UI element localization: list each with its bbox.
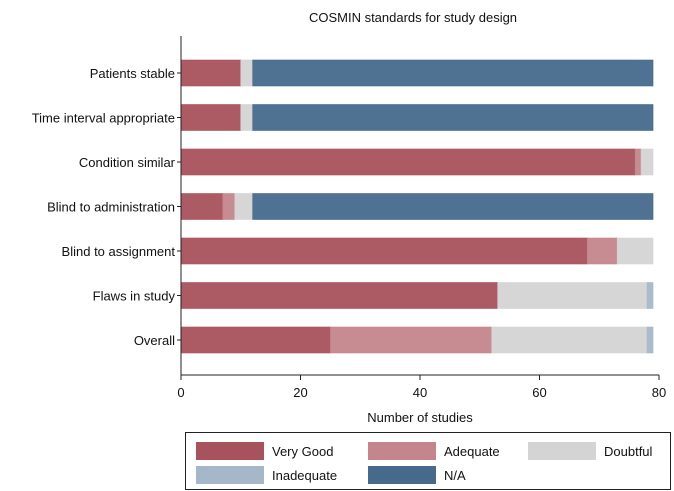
bar-segment-adequate [222, 193, 236, 220]
category-labels: Patients stable Time interval appropriate… [32, 66, 181, 348]
bar-segment-adequate [634, 148, 642, 176]
x-axis-ticks: 0 20 40 60 80 [177, 375, 666, 400]
bar-segment-very-good [180, 193, 224, 220]
bar-segment-very-good [180, 59, 242, 87]
category-label: Blind to administration [47, 200, 175, 215]
bar-segment-very-good [180, 148, 636, 176]
bar-segment-very-good [180, 282, 498, 309]
legend-swatch [368, 442, 436, 460]
bar-segment-very-good [180, 326, 331, 354]
legend-label: Very Good [272, 443, 334, 459]
legend-swatch [528, 442, 596, 460]
bar-segment-adequate [330, 326, 492, 354]
category-label: Time interval appropriate [32, 111, 175, 126]
bars-group [180, 59, 654, 354]
legend-label: N/A [444, 467, 466, 483]
legend-item-very-good: Very Good [196, 441, 333, 461]
category-label: Patients stable [90, 66, 175, 81]
bar-segment-doubtful [497, 282, 648, 309]
bar-segment-inadequate [646, 282, 654, 309]
bar-segment-very-good [180, 237, 588, 265]
x-axis-title: Number of studies [367, 410, 473, 425]
bar-segment-n-a [252, 193, 654, 220]
x-tick-label: 80 [652, 385, 666, 400]
category-label: Condition similar [79, 155, 176, 170]
legend-swatch [196, 442, 264, 460]
legend-swatch [368, 466, 436, 484]
bar-segment-doubtful [616, 237, 654, 265]
bar-segment-n-a [252, 59, 654, 87]
x-tick-label: 40 [413, 385, 427, 400]
bar-segment-doubtful [234, 193, 253, 220]
bar-segment-doubtful [240, 59, 253, 87]
x-tick-label: 0 [177, 385, 184, 400]
legend-label: Doubtful [604, 443, 653, 459]
legend-label: Inadequate [272, 467, 338, 483]
legend: Very Good Adequate Doubtful Inadequate N/A [185, 432, 671, 490]
x-tick-label: 20 [293, 385, 307, 400]
bar-segment-doubtful [491, 326, 648, 354]
bar-segment-doubtful [640, 148, 654, 176]
legend-swatch [196, 466, 264, 484]
bar-segment-doubtful [240, 104, 253, 131]
category-label: Blind to assignment [62, 244, 176, 259]
legend-item-inadequate: Inadequate [196, 465, 337, 485]
stacked-bar-chart: COSMIN standards for study design Patien… [32, 10, 667, 425]
legend-item-adequate: Adequate [368, 441, 500, 461]
legend-item-n-a: N/A [368, 465, 466, 485]
bar-segment-adequate [586, 237, 618, 265]
bar-segment-n-a [252, 104, 654, 131]
x-tick-label: 60 [532, 385, 546, 400]
legend-label: Adequate [444, 443, 500, 459]
bar-segment-inadequate [646, 326, 654, 354]
category-label: Overall [134, 333, 175, 348]
category-label: Flaws in study [93, 289, 176, 304]
bar-segment-very-good [180, 104, 242, 131]
legend-item-doubtful: Doubtful [528, 441, 652, 461]
chart-title: COSMIN standards for study design [309, 10, 517, 25]
